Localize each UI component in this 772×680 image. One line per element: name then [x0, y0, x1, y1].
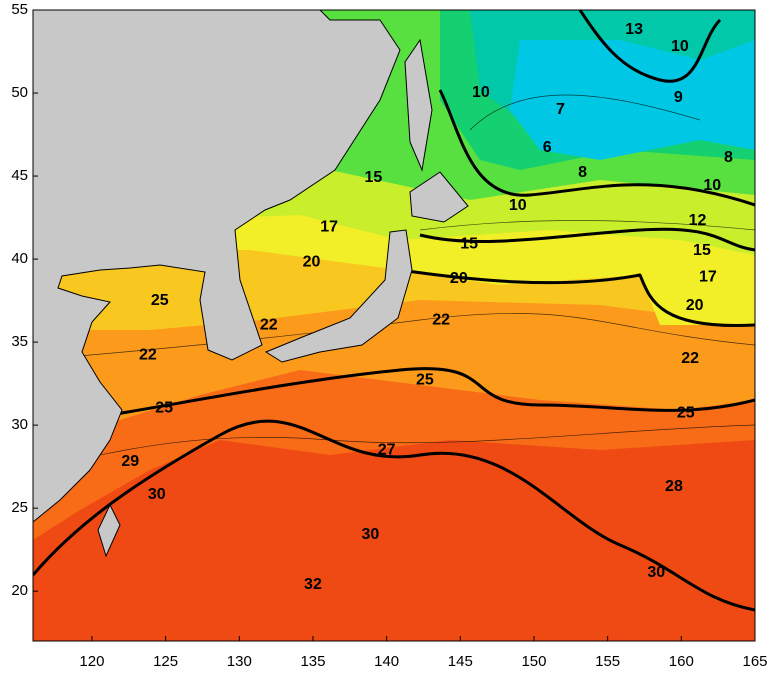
contour-label: 22	[432, 312, 450, 329]
x-tick-label: 155	[595, 653, 620, 670]
contour-label: 7	[556, 101, 565, 118]
contour-label: 10	[472, 84, 490, 101]
contour-label: 30	[647, 564, 665, 581]
x-tick-label: 130	[227, 653, 252, 670]
x-tick-label: 160	[669, 653, 694, 670]
x-tick-label: 165	[742, 653, 767, 670]
contour-label: 15	[364, 169, 382, 186]
y-tick-label: 45	[11, 167, 28, 184]
frame	[32, 9, 756, 642]
x-tick-label: 145	[448, 653, 473, 670]
contour-label: 29	[121, 453, 139, 470]
contour-label: 28	[665, 478, 683, 495]
contour-label: 22	[139, 347, 157, 364]
contour-label: 15	[460, 235, 478, 252]
contour-label: 32	[304, 576, 322, 593]
land	[33, 10, 469, 558]
x-tick-label: 120	[79, 653, 104, 670]
contour-label: 8	[724, 149, 733, 166]
y-tick-label: 30	[11, 416, 28, 433]
x-tick-label: 150	[521, 653, 546, 670]
contour-label: 6	[543, 139, 552, 156]
contour-label: 17	[699, 269, 717, 286]
x-tick-label: 135	[300, 653, 325, 670]
contour-label: 10	[671, 38, 689, 55]
y-tick-label: 35	[11, 333, 28, 350]
contour-label: 15	[693, 242, 711, 259]
x-tick-label: 125	[153, 653, 178, 670]
contour-label: 10	[703, 177, 721, 194]
contour-label: 12	[689, 212, 707, 229]
contour-label: 25	[151, 292, 169, 309]
contour-label: 30	[362, 526, 380, 543]
contour-label: 25	[155, 400, 173, 417]
contour-label: 20	[686, 297, 704, 314]
contour-label: 9	[674, 89, 683, 106]
contour-label: 17	[320, 219, 338, 236]
y-tick-label: 55	[11, 1, 28, 18]
contour-label: 25	[677, 405, 695, 422]
y-tick-label: 20	[11, 582, 28, 599]
contour-label: 22	[260, 317, 278, 334]
contour-label: 25	[416, 372, 434, 389]
contour-label: 13	[625, 21, 643, 38]
contour-label: 22	[681, 350, 699, 367]
x-tick-label: 140	[374, 653, 399, 670]
contour-label: 27	[378, 441, 396, 458]
contour-label: 20	[450, 270, 468, 287]
y-tick-label: 40	[11, 250, 28, 267]
temperature-field	[33, 10, 755, 641]
contour-label: 30	[148, 486, 166, 503]
contour-label: 10	[509, 197, 527, 214]
contour-label: 8	[578, 164, 587, 181]
y-tick-label: 25	[11, 499, 28, 516]
contour-label: 20	[303, 254, 321, 271]
y-tick-label: 50	[11, 84, 28, 101]
